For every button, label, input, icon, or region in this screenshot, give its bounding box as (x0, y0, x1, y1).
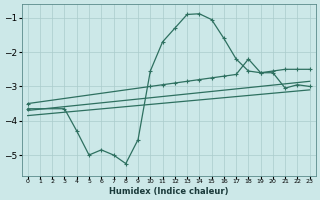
X-axis label: Humidex (Indice chaleur): Humidex (Indice chaleur) (109, 187, 228, 196)
